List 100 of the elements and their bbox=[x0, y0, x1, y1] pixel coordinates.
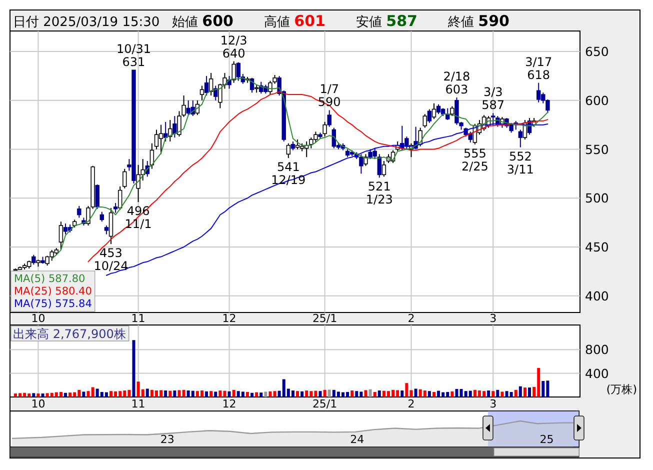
bar bbox=[455, 389, 458, 397]
x-tick-label: 23 bbox=[160, 433, 174, 446]
x-tick-label: 3 bbox=[490, 398, 497, 410]
x-tick-label: 2 bbox=[408, 398, 415, 410]
x-tick-label: 25 bbox=[540, 433, 554, 446]
bar bbox=[191, 390, 194, 397]
bar bbox=[300, 391, 304, 397]
bar bbox=[218, 390, 222, 397]
bar bbox=[428, 391, 431, 397]
x-tick-label: 25/1 bbox=[312, 312, 338, 325]
bar bbox=[168, 390, 172, 397]
bar bbox=[414, 388, 418, 397]
note: 453 10/24 bbox=[94, 246, 128, 274]
bar bbox=[91, 387, 94, 397]
text: 高値 601 bbox=[264, 12, 326, 30]
note: 10/31 631 bbox=[116, 42, 152, 70]
bar bbox=[373, 392, 376, 397]
bar bbox=[241, 392, 244, 397]
legend: MA(5) 587.80 MA(25) 580.40 MA(75) 575.84 bbox=[10, 270, 96, 312]
text: 安値 587 bbox=[356, 12, 418, 30]
y-tick-label: 800 bbox=[585, 342, 609, 358]
bar bbox=[268, 391, 272, 397]
bar bbox=[378, 390, 381, 397]
x-tick-label: 3 bbox=[490, 312, 497, 325]
bar bbox=[328, 390, 331, 397]
bar bbox=[68, 392, 72, 397]
series-label: MA(5) 587.80 bbox=[14, 273, 86, 285]
x-tick-label: 25/1 bbox=[312, 398, 338, 410]
y-tick-label: 450 bbox=[585, 240, 609, 255]
y-tick-label: 400 bbox=[585, 288, 609, 304]
bar bbox=[173, 390, 176, 397]
bar bbox=[86, 391, 90, 397]
bar bbox=[200, 390, 204, 397]
bar bbox=[36, 393, 40, 397]
bar bbox=[82, 392, 86, 397]
bar bbox=[523, 388, 526, 397]
bar bbox=[104, 392, 108, 397]
note: 552 3/11 bbox=[506, 149, 534, 176]
y-tick-label: 650 bbox=[585, 44, 609, 60]
x-tick-label: 10 bbox=[31, 398, 46, 410]
note: 521 1/23 bbox=[366, 180, 393, 207]
x-tick-label: 10 bbox=[31, 312, 46, 325]
y-axis-title: (万株) bbox=[606, 383, 637, 396]
y-tick-label: 500 bbox=[585, 190, 609, 206]
bar bbox=[496, 390, 500, 397]
bar bbox=[250, 392, 254, 397]
bar bbox=[164, 390, 168, 397]
bar bbox=[514, 390, 518, 397]
bar bbox=[41, 393, 44, 397]
bar bbox=[260, 392, 263, 397]
bar bbox=[423, 390, 426, 397]
bar bbox=[59, 392, 62, 397]
x-tick-label: 2 bbox=[408, 312, 415, 325]
y-tick-label: 550 bbox=[585, 142, 609, 157]
bar bbox=[228, 391, 231, 397]
x-tick-label: 11 bbox=[131, 312, 146, 325]
text: 終値 590 bbox=[447, 12, 510, 30]
note: 3/17 618 bbox=[525, 54, 552, 82]
bar bbox=[400, 390, 404, 397]
bar bbox=[132, 340, 136, 397]
bar bbox=[350, 390, 354, 397]
bar bbox=[468, 390, 472, 397]
bar bbox=[264, 392, 268, 397]
text: 始値 600 bbox=[172, 12, 234, 30]
bar bbox=[323, 390, 326, 397]
bar bbox=[146, 388, 149, 397]
bar bbox=[487, 390, 490, 397]
bar bbox=[64, 392, 67, 397]
x-tick-label: 24 bbox=[350, 433, 364, 446]
x-tick-label: 12 bbox=[222, 398, 236, 410]
bar bbox=[296, 391, 299, 397]
bar bbox=[437, 390, 440, 397]
bar bbox=[205, 391, 208, 397]
y-tick-label: 400 bbox=[585, 366, 609, 381]
bar bbox=[232, 390, 236, 397]
bar bbox=[318, 391, 322, 397]
bar bbox=[364, 390, 368, 397]
bar bbox=[500, 392, 504, 397]
bar bbox=[246, 392, 249, 397]
bar bbox=[432, 392, 436, 397]
bar bbox=[291, 390, 294, 397]
chart-title: 出来高 2,767,900株 bbox=[13, 327, 126, 341]
bar bbox=[305, 390, 308, 397]
bar bbox=[355, 391, 358, 397]
bar bbox=[214, 392, 218, 397]
note: 555 2/25 bbox=[461, 146, 488, 174]
bar bbox=[450, 391, 454, 397]
bar bbox=[528, 388, 532, 397]
bar bbox=[210, 391, 213, 397]
bar bbox=[518, 386, 522, 397]
note: 3/3 587 bbox=[482, 85, 505, 112]
y-tick-label: 600 bbox=[585, 92, 609, 108]
bar bbox=[510, 392, 513, 397]
bar bbox=[405, 383, 408, 397]
bar bbox=[32, 393, 36, 397]
bar bbox=[542, 381, 545, 397]
bar bbox=[255, 392, 258, 397]
bar bbox=[273, 391, 276, 397]
x-tick-label: 11 bbox=[131, 398, 146, 410]
bar bbox=[492, 391, 495, 397]
